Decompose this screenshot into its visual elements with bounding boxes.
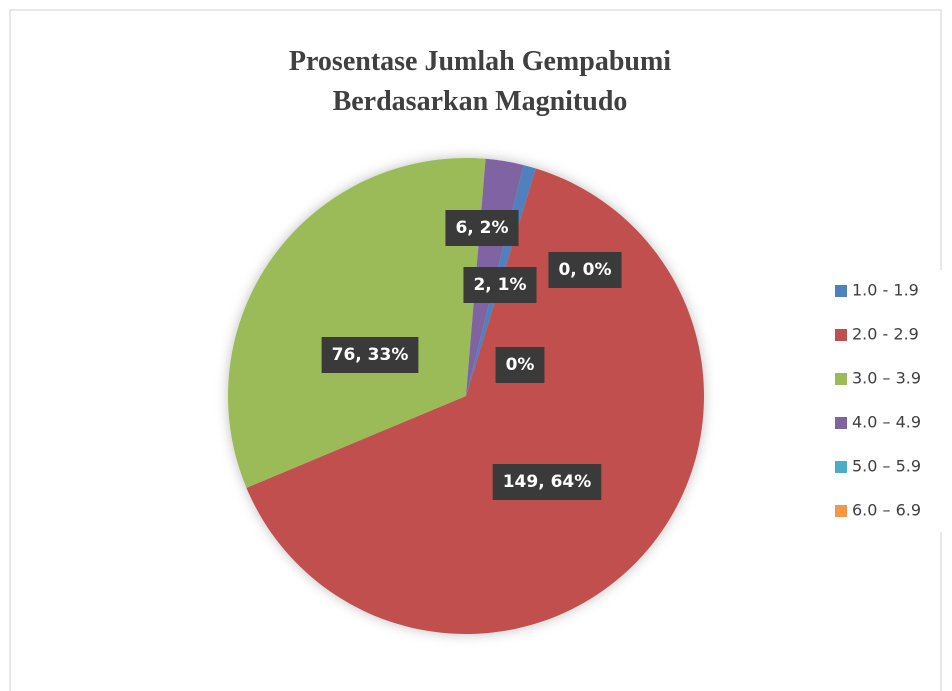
foreground: 2, 1% 149, 64% 76, 33% 6, 2% 0, 0% 0% 1.0 - 1.… xyxy=(321,210,942,532)
legend-swatch xyxy=(835,373,847,385)
legend-label: 3.0 – 3.9 xyxy=(852,369,921,388)
chart-subtitle: Berdasarkan Magnitudo xyxy=(333,86,628,117)
data-label-box xyxy=(445,210,519,246)
data-label-box xyxy=(463,267,537,303)
data-label-box xyxy=(492,464,602,500)
legend-swatch xyxy=(835,417,847,429)
legend-swatch xyxy=(835,285,847,297)
data-label: 0% xyxy=(506,355,535,375)
legend-label: 2.0 - 2.9 xyxy=(852,325,919,344)
legend-label: 1.0 - 1.9 xyxy=(852,281,919,300)
data-label-box xyxy=(321,337,419,373)
data-label: 0, 0% xyxy=(558,260,611,280)
legend-label: 6.0 – 6.9 xyxy=(852,501,921,520)
data-label: 149, 64% xyxy=(503,472,592,492)
data-label-box xyxy=(548,252,622,288)
data-label-box xyxy=(495,347,545,383)
legend-swatch xyxy=(835,329,847,341)
legend-label: 4.0 – 4.9 xyxy=(852,413,921,432)
data-label: 76, 33% xyxy=(332,345,409,365)
legend-swatch xyxy=(835,505,847,517)
legend-label: 5.0 – 5.9 xyxy=(852,457,921,476)
data-label: 6, 2% xyxy=(455,218,508,238)
pie-slice xyxy=(227,157,486,488)
legend-swatch xyxy=(835,461,847,473)
legend-box xyxy=(822,270,942,532)
chart-title: Prosentase Jumlah Gempabumi xyxy=(289,46,671,77)
data-label: 2, 1% xyxy=(473,275,526,295)
